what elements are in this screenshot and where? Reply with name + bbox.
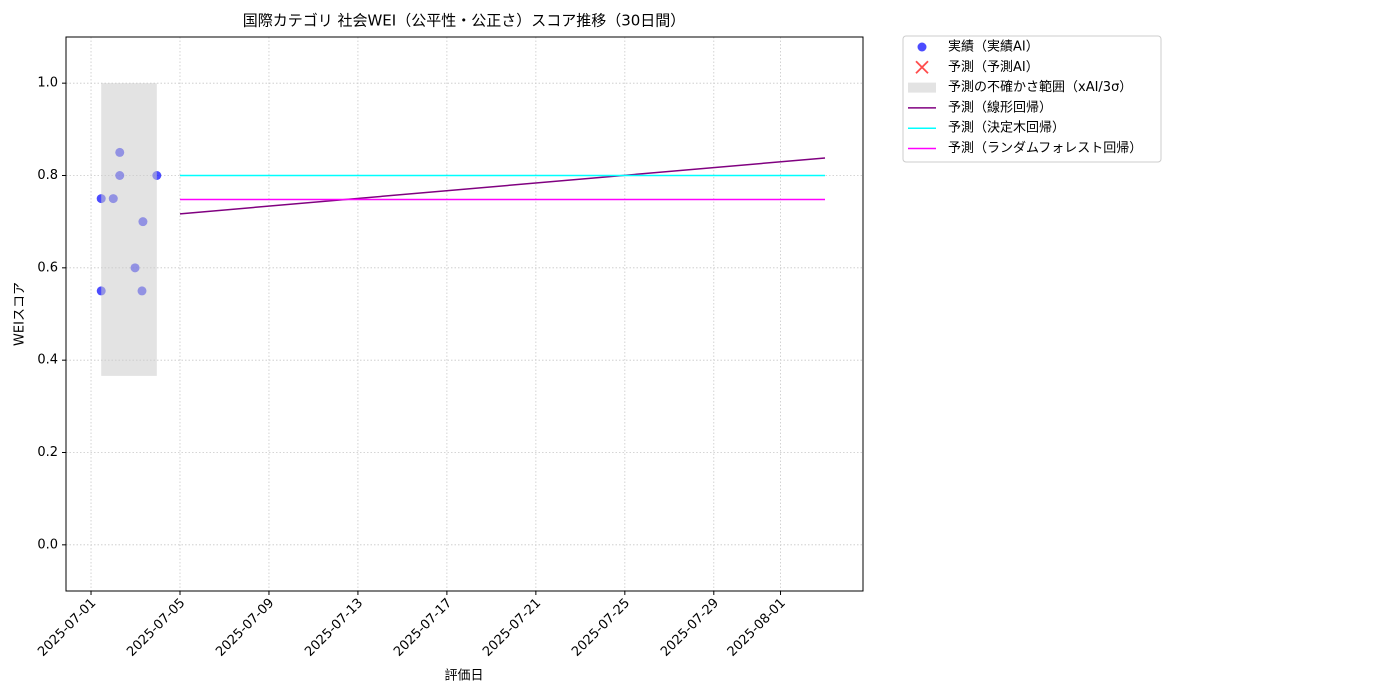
y-axis-label: WEIスコア [13,282,28,346]
uncertainty-band [101,83,157,376]
legend-label: 実績（実績AI） [948,39,1039,55]
y-tick-label: 0.0 [37,537,58,552]
x-axis-label: 評価日 [444,669,483,684]
chart-title: 国際カテゴリ 社会WEI（公平性・公正さ）スコア推移（30日間） [243,12,686,30]
legend-label: 予測（予測AI） [948,60,1039,75]
legend-box [902,35,1162,163]
plot-frame [65,36,864,592]
legend-label: 予測の不確かさ範囲（xAI/3σ） [948,79,1132,95]
legend-marker [915,60,929,74]
legend: 実績（実績AI） 予測（予測AI） 予測の不確かさ範囲（xAI/3σ） 予測（線形回帰… [902,35,1162,163]
y-tick-label: 0.4 [37,353,58,368]
legend-label: 予測（決定木回帰） [948,120,1065,136]
legend-label: 予測（ランダムフォレスト回帰） [948,140,1142,156]
y-tick-label: 1.0 [37,76,58,91]
forecast-line [179,157,826,215]
legend-marker [917,42,927,52]
legend-marker [908,82,936,93]
y-tick-label: 0.2 [37,445,58,460]
y-tick-label: 0.6 [37,260,58,275]
legend-label: 予測（線形回帰） [948,99,1052,115]
y-tick-label: 0.8 [37,168,58,183]
